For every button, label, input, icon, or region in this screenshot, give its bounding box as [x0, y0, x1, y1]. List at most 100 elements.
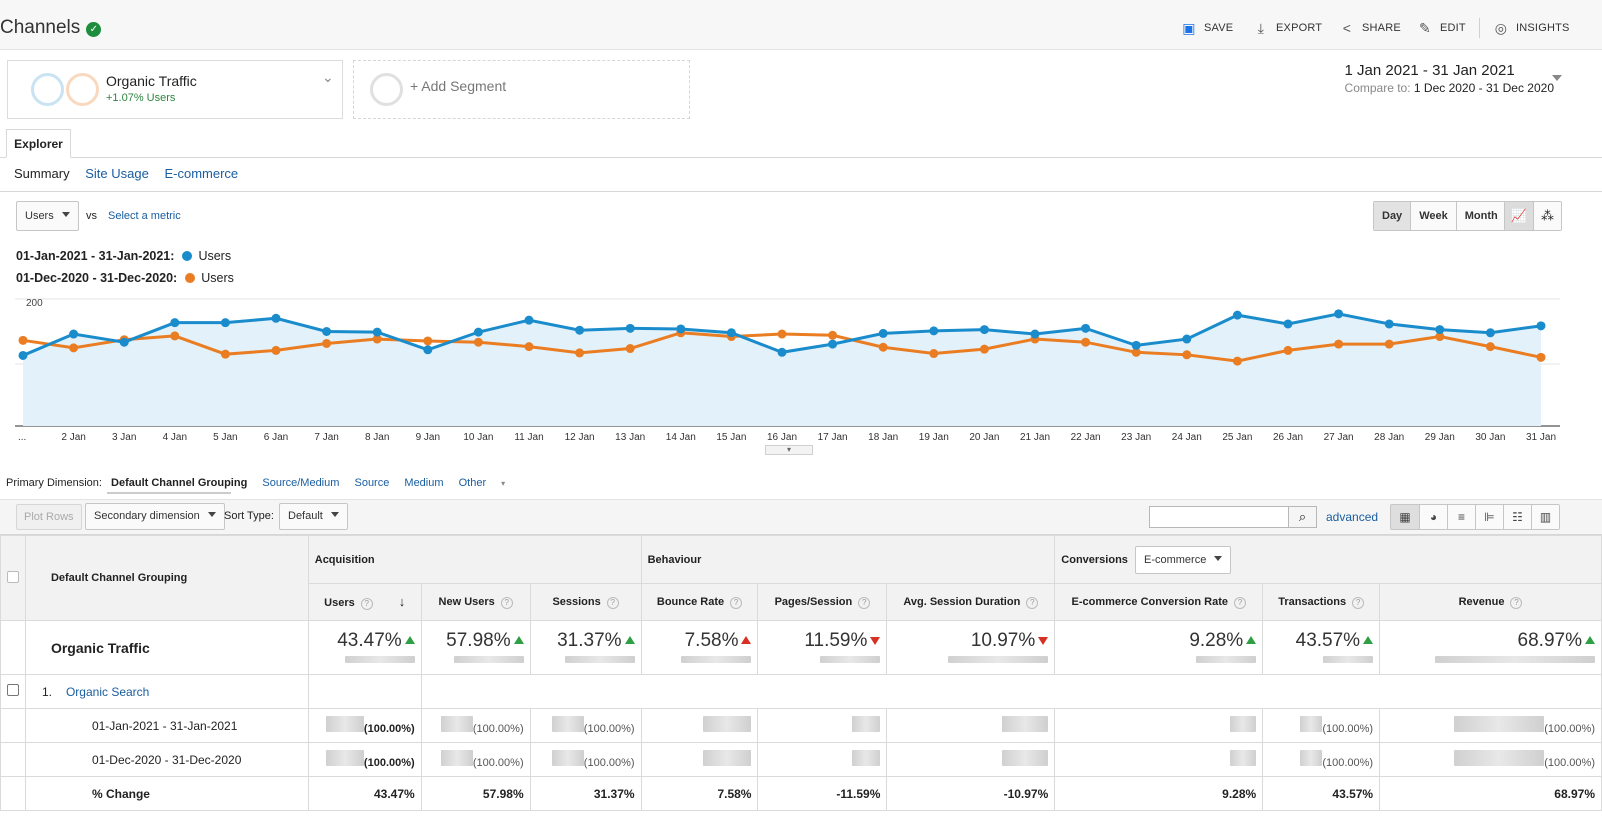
data-point: [676, 324, 686, 334]
row-index: 1.: [41, 684, 52, 699]
dimension-source[interactable]: Source: [354, 477, 390, 489]
motion-chart-icon[interactable]: ⁂: [1533, 202, 1561, 230]
col-revenue[interactable]: Revenue?: [1379, 583, 1602, 621]
change-label: % Change: [24, 776, 309, 811]
subtab-summary[interactable]: Summary: [14, 166, 70, 181]
save-button[interactable]: ▣ SAVE: [1180, 20, 1233, 37]
secondary-dimension-select[interactable]: Secondary dimension: [85, 503, 225, 530]
data-point: [423, 345, 433, 355]
date-range-picker[interactable]: 1 Jan 2021 - 31 Jan 2021 Compare to: 1 D…: [1345, 62, 1554, 95]
x-tick-label: 9 Jan: [416, 432, 440, 443]
search-icon[interactable]: ⌕: [1289, 506, 1317, 528]
pencil-icon: ✎: [1419, 20, 1431, 36]
export-button[interactable]: ⤓ EXPORT: [1252, 20, 1322, 37]
edit-button[interactable]: ✎ EDIT: [1416, 20, 1466, 37]
add-segment-button[interactable]: + Add Segment: [353, 60, 690, 119]
select-all-checkbox[interactable]: [0, 535, 26, 621]
x-tick-label: 10 Jan: [463, 432, 493, 443]
x-tick-label: 2 Jan: [61, 432, 85, 443]
dimension-medium[interactable]: Medium: [404, 477, 444, 489]
chart-resize-handle[interactable]: ▾: [765, 445, 813, 455]
data-point: [828, 330, 838, 340]
col-transactions[interactable]: Transactions?: [1262, 583, 1381, 621]
segment-card-organic-traffic[interactable]: Organic Traffic +1.07% Users ⌄: [7, 60, 343, 119]
x-tick-label: 15 Jan: [716, 432, 746, 443]
data-point: [1232, 356, 1242, 366]
tab-explorer[interactable]: Explorer: [6, 129, 71, 158]
x-tick-label: 25 Jan: [1222, 432, 1252, 443]
segment-change: +1.07% Users: [106, 92, 176, 104]
plot-rows-button[interactable]: Plot Rows: [16, 504, 82, 530]
change-revenue: 68.97%: [1379, 776, 1602, 811]
x-tick-label: 28 Jan: [1374, 432, 1404, 443]
channel-cell: 1. Organic Search: [24, 674, 309, 709]
x-tick-label: 29 Jan: [1425, 432, 1455, 443]
data-point: [1081, 337, 1091, 347]
conversions-goal-select[interactable]: E-commerce: [1134, 545, 1232, 574]
term-cloud-view-icon[interactable]: ☷: [1503, 505, 1531, 529]
metric-select[interactable]: Users: [16, 201, 79, 231]
acquisition-group-header: Acquisition: [307, 535, 642, 584]
data-point: [1334, 309, 1344, 319]
total-ecommerce-conversion-rate: 9.28%: [1054, 620, 1264, 675]
total-users: 43.47%: [307, 620, 422, 675]
insights-button[interactable]: ◎ INSIGHTS: [1492, 20, 1570, 37]
col-ecommerce-conversion-rate[interactable]: E-commerce Conversion Rate?: [1054, 583, 1264, 621]
data-point: [473, 327, 483, 337]
date-dropdown-caret-icon[interactable]: [1552, 75, 1562, 81]
subtab-ecommerce[interactable]: E-commerce: [164, 166, 239, 181]
sort-type-label: Sort Type:: [224, 510, 274, 522]
pie-view-icon[interactable]: ◕: [1419, 505, 1447, 529]
granularity-month[interactable]: Month: [1455, 202, 1506, 230]
col-users[interactable]: Users? ↓: [307, 583, 422, 621]
data-point: [979, 325, 989, 335]
chevron-down-icon[interactable]: ⌄: [322, 69, 334, 85]
sort-type-select[interactable]: Default: [279, 503, 348, 530]
y-tick-label: 200: [26, 298, 43, 309]
vs-label: vs: [86, 210, 97, 222]
data-point: [170, 318, 180, 328]
channel-link-organic-search[interactable]: Organic Search: [65, 684, 150, 699]
col-new-users[interactable]: New Users?: [420, 583, 531, 621]
col-avg-session-duration[interactable]: Avg. Session Duration?: [886, 583, 1056, 621]
table-search-input[interactable]: [1149, 506, 1289, 528]
empty-segment-ring-icon: [370, 73, 403, 106]
pivot-view-icon[interactable]: ▥: [1531, 505, 1559, 529]
col-sessions[interactable]: Sessions?: [529, 583, 642, 621]
channel-row: 1. Organic Search: [0, 674, 1602, 709]
dimension-header[interactable]: Default Channel Grouping: [24, 535, 309, 621]
performance-view-icon[interactable]: ≡: [1447, 505, 1475, 529]
data-point: [1081, 323, 1091, 333]
dimension-source-medium[interactable]: Source/Medium: [262, 477, 340, 489]
top-bar: [0, 0, 1602, 50]
share-icon: <: [1342, 20, 1352, 36]
data-point: [1030, 329, 1040, 339]
data-point: [271, 345, 281, 355]
subtab-site-usage[interactable]: Site Usage: [85, 166, 149, 181]
granularity-week[interactable]: Week: [1410, 202, 1456, 230]
data-point: [878, 342, 888, 352]
help-icon: ?: [1510, 596, 1523, 609]
total-sessions: 31.37%: [529, 620, 642, 675]
dimension-default-channel-grouping[interactable]: Default Channel Grouping: [111, 477, 248, 489]
data-table-view-icon[interactable]: ▦: [1391, 505, 1419, 529]
dimension-other[interactable]: Other ▾: [458, 477, 506, 489]
select-metric-link[interactable]: Select a metric: [108, 210, 181, 222]
data-point: [271, 313, 281, 323]
comparison-view-icon[interactable]: ⊫: [1475, 505, 1503, 529]
row-checkbox[interactable]: [0, 674, 26, 709]
empty-cell: [420, 674, 1602, 709]
share-button[interactable]: < SHARE: [1338, 20, 1401, 36]
advanced-filter-link[interactable]: advanced: [1326, 510, 1379, 524]
segment-ring-icon: [31, 73, 64, 106]
data-point: [220, 318, 230, 328]
legend-current: 01-Jan-2021 - 31-Jan-2021: Users: [16, 249, 232, 263]
data-point: [828, 339, 838, 349]
help-icon: ?: [1352, 596, 1365, 609]
granularity-day[interactable]: Day: [1374, 202, 1411, 230]
col-bounce-rate[interactable]: Bounce Rate?: [640, 583, 759, 621]
data-point: [322, 338, 332, 348]
col-pages-session[interactable]: Pages/Session?: [757, 583, 888, 621]
line-chart-icon[interactable]: 📈: [1505, 202, 1533, 230]
